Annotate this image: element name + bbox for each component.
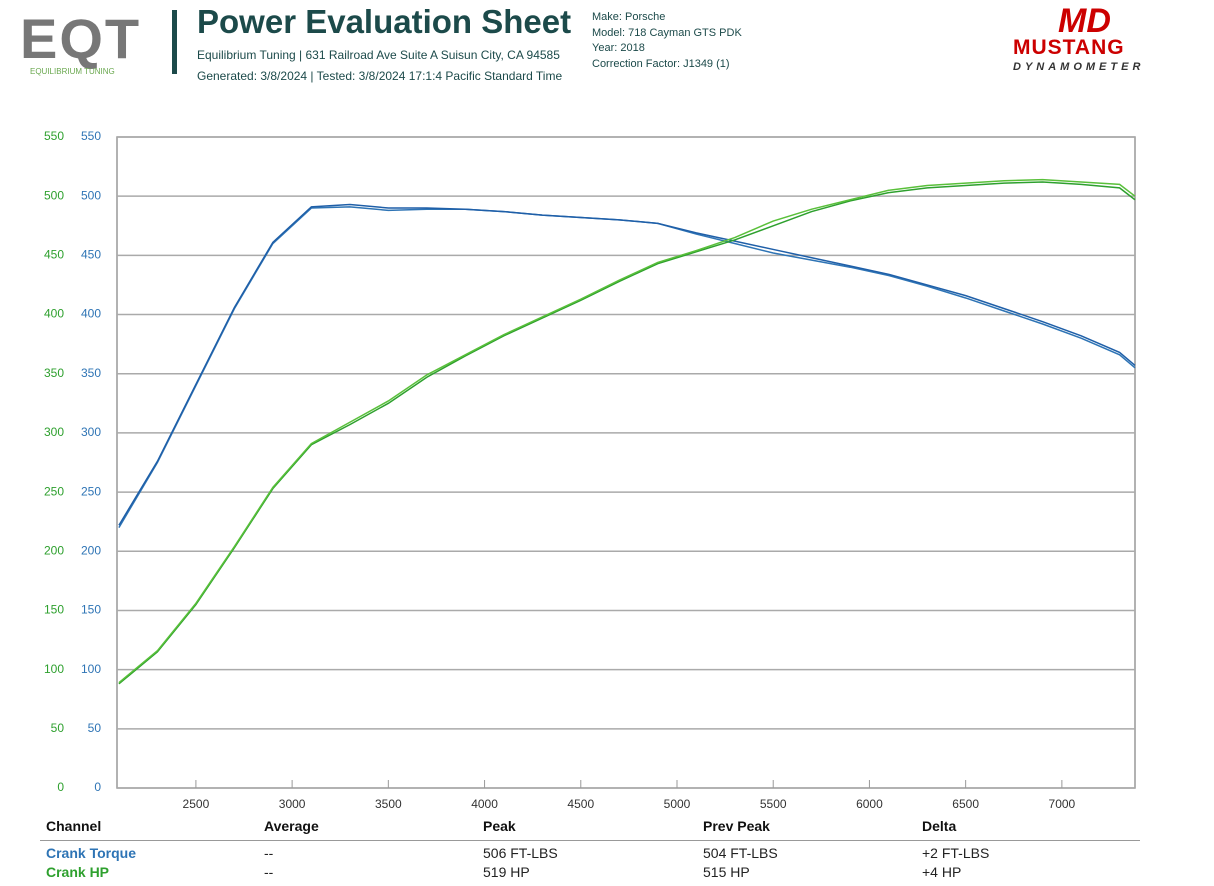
brand-logo: MD — [1058, 2, 1111, 40]
chart: 0501001502002503003504004505005500501001… — [44, 129, 1136, 811]
x-tick-label: 5000 — [664, 797, 691, 811]
column-header: Peak — [483, 818, 516, 834]
y-tick-label: 200 — [44, 543, 64, 557]
y2-tick-label: 250 — [81, 484, 101, 498]
y-tick-label: 400 — [44, 307, 64, 321]
x-tick-label: 4500 — [567, 797, 594, 811]
table-cell: 519 HP — [483, 864, 530, 880]
y2-tick-label: 400 — [81, 307, 101, 321]
y2-tick-label: 100 — [81, 662, 101, 676]
y2-tick-label: 50 — [88, 721, 102, 735]
y-tick-label: 150 — [44, 603, 64, 617]
data-line — [118, 181, 1136, 685]
y-tick-label: 50 — [51, 721, 65, 735]
vehicle-line: Correction Factor: J1349 (1) — [592, 57, 730, 70]
plot-frame — [116, 136, 1136, 789]
table-cell: +2 FT-LBS — [922, 845, 990, 861]
table-cell: 504 FT-LBS — [703, 845, 778, 861]
table-cell: -- — [264, 864, 274, 880]
brand-subtitle: DYNAMOMETER — [1013, 61, 1145, 73]
y-tick-label: 550 — [44, 129, 64, 143]
logo-subtitle: EQUILIBRIUM TUNING — [30, 67, 115, 76]
y-tick-label: 500 — [44, 188, 64, 202]
y2-tick-label: 300 — [81, 425, 101, 439]
x-tick-label: 3500 — [375, 797, 402, 811]
y-tick-label: 300 — [44, 425, 64, 439]
vehicle-line: Model: 718 Cayman GTS PDK — [592, 26, 742, 39]
table-cell: Crank Torque — [46, 845, 136, 861]
vehicle-line: Year: 2018 — [592, 42, 645, 54]
x-tick-label: 6500 — [952, 797, 979, 811]
table-rule — [40, 840, 1140, 841]
y2-tick-label: 200 — [81, 543, 101, 557]
x-tick-label: 2500 — [183, 797, 210, 811]
table-cell: +4 HP — [922, 864, 962, 880]
y-tick-label: 100 — [44, 662, 64, 676]
brand-name: MUSTANG — [1013, 36, 1125, 59]
data-line — [118, 178, 1136, 684]
y-tick-label: 450 — [44, 248, 64, 262]
logo: EQT — [20, 7, 142, 70]
y2-tick-label: 0 — [94, 780, 101, 794]
y-tick-label: 250 — [44, 484, 64, 498]
address: Equilibrium Tuning | 631 Railroad Ave Su… — [197, 48, 560, 62]
divider — [172, 10, 177, 74]
table-cell: 506 FT-LBS — [483, 845, 558, 861]
y-tick-label: 350 — [44, 366, 64, 380]
y-tick-label: 0 — [57, 780, 64, 794]
column-header: Delta — [922, 818, 957, 834]
y2-tick-label: 500 — [81, 188, 101, 202]
title: Power Evaluation Sheet — [197, 3, 572, 40]
generated: Generated: 3/8/2024 | Tested: 3/8/2024 1… — [197, 69, 563, 83]
y2-tick-label: 350 — [81, 366, 101, 380]
x-tick-label: 3000 — [279, 797, 306, 811]
x-tick-label: 4000 — [471, 797, 498, 811]
column-header: Prev Peak — [703, 818, 770, 834]
x-tick-label: 7000 — [1049, 797, 1076, 811]
x-tick-label: 6000 — [856, 797, 883, 811]
vehicle-line: Make: Porsche — [592, 11, 666, 23]
table-cell: Crank HP — [46, 864, 110, 880]
x-tick-label: 5500 — [760, 797, 787, 811]
table-cell: 515 HP — [703, 864, 750, 880]
y2-tick-label: 550 — [81, 129, 101, 143]
vehicle-info: Make: Porsche Model: 718 Cayman GTS PDK … — [592, 10, 742, 72]
column-header: Channel — [46, 818, 102, 834]
y2-tick-label: 150 — [81, 603, 101, 617]
data-line — [118, 203, 1136, 526]
table-cell: -- — [264, 845, 274, 861]
column-header: Average — [264, 818, 319, 834]
y2-tick-label: 450 — [81, 248, 101, 262]
